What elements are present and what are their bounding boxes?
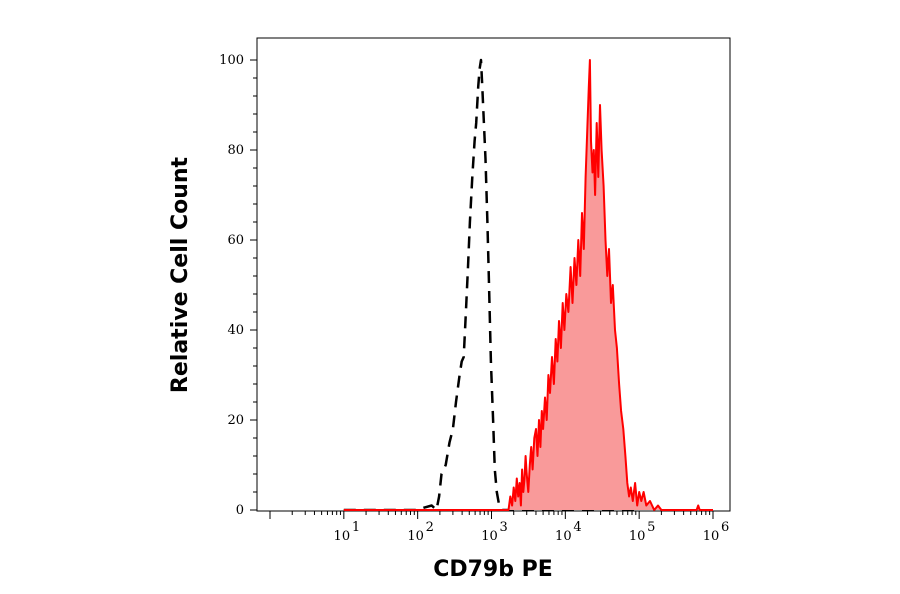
cd79b-histogram-line [343,59,713,511]
x-tick-base: 10 [334,529,351,544]
y-tick-label: 0 [236,503,244,518]
x-tick-label: 105 [629,520,656,544]
x-tick-base: 10 [629,529,646,544]
y-tick-label: 20 [227,413,244,428]
y-axis-title: Relative Cell Count [168,156,193,393]
y-tick-label: 60 [227,233,244,248]
x-tick-base: 10 [407,529,424,544]
y-tick-label: 80 [227,143,244,158]
x-tick-exponent: 2 [426,520,434,535]
x-tick-base: 10 [555,529,572,544]
y-tick-label: 40 [227,323,244,338]
x-tick-base: 10 [703,529,720,544]
x-tick-exponent: 6 [721,520,729,535]
x-tick-exponent: 3 [500,520,508,535]
x-tick-base: 10 [481,529,498,544]
x-tick-label: 104 [555,520,582,544]
x-tick-label: 101 [334,520,361,544]
series-layer [343,58,713,512]
y-axis: 0 20 40 60 80 100 [219,53,257,518]
x-tick-label: 102 [407,520,434,544]
x-tick-exponent: 1 [352,520,360,535]
x-tick-exponent: 5 [647,520,655,535]
x-axis-title: CD79b PE [433,557,553,582]
y-tick-label: 100 [219,53,244,68]
cd79b-histogram-fill [343,60,713,510]
x-tick-label: 103 [481,520,508,544]
x-tick-exponent: 4 [573,520,581,535]
isotype-control-dashed-line [343,58,640,512]
x-tick-label: 106 [703,520,730,544]
